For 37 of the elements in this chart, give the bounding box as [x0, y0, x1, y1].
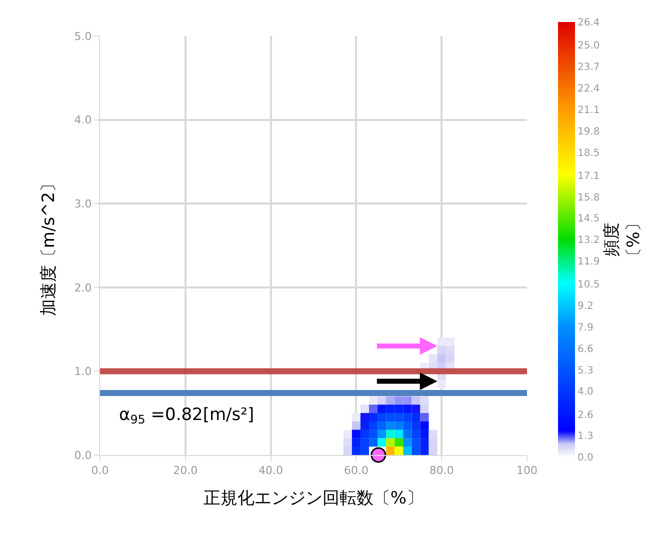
color-bar-label: 21.1 [578, 104, 600, 116]
color-bar-label: 5.3 [578, 365, 594, 376]
y-tick-label: 4.0 [74, 114, 92, 127]
x-tick-label: 0.0 [91, 464, 109, 478]
x-tick-label: 100 [516, 464, 538, 478]
color-bar-label: 22.4 [578, 84, 600, 95]
x-axis-title: 正規化エンジン回転数〔%〕 [203, 488, 424, 509]
color-bar-label: 11.9 [578, 256, 600, 268]
color-bar-label: 23.7 [578, 62, 600, 74]
color-bar-label: 18.5 [578, 148, 600, 159]
x-tick-label: 20.0 [173, 464, 198, 478]
x-tick-label: 80.0 [429, 464, 454, 478]
color-bar-label: 2.6 [578, 410, 594, 421]
color-bar-label: 26.4 [578, 18, 600, 29]
color-bar-title: 頻度〔%〕 [602, 214, 644, 265]
color-bar-label: 0.0 [578, 452, 594, 464]
y-axis-title: 加速度〔m/s^2〕 [38, 174, 59, 316]
color-bar-label: 9.2 [578, 301, 594, 312]
color-bar-label: 1.3 [578, 431, 594, 442]
color-bar-label: 10.5 [578, 280, 600, 291]
x-tick-label: 60.0 [344, 464, 368, 478]
x-tick-label: 40.0 [258, 464, 284, 478]
y-tick-label: 0.0 [74, 448, 92, 462]
color-bar-label: 4.0 [578, 386, 594, 398]
color-bar-label: 13.2 [578, 235, 600, 246]
y-tick-label: 5.0 [74, 30, 92, 43]
y-tick-label: 2.0 [74, 281, 92, 294]
color-bar-label: 14.5 [578, 214, 600, 225]
color-bar-label: 7.9 [578, 322, 594, 334]
color-bar-label: 17.1 [578, 170, 600, 182]
color-bar-label: 15.8 [578, 192, 600, 204]
y-tick-label: 1.0 [74, 365, 92, 378]
color-bar-label: 6.6 [578, 344, 594, 355]
annotation: α$_{95}$ =0.82[m/s²] [119, 405, 254, 427]
y-tick-label: 3.0 [74, 197, 92, 210]
color-bar-label: 19.8 [578, 126, 600, 138]
color-bar-label: 25.0 [578, 40, 600, 52]
